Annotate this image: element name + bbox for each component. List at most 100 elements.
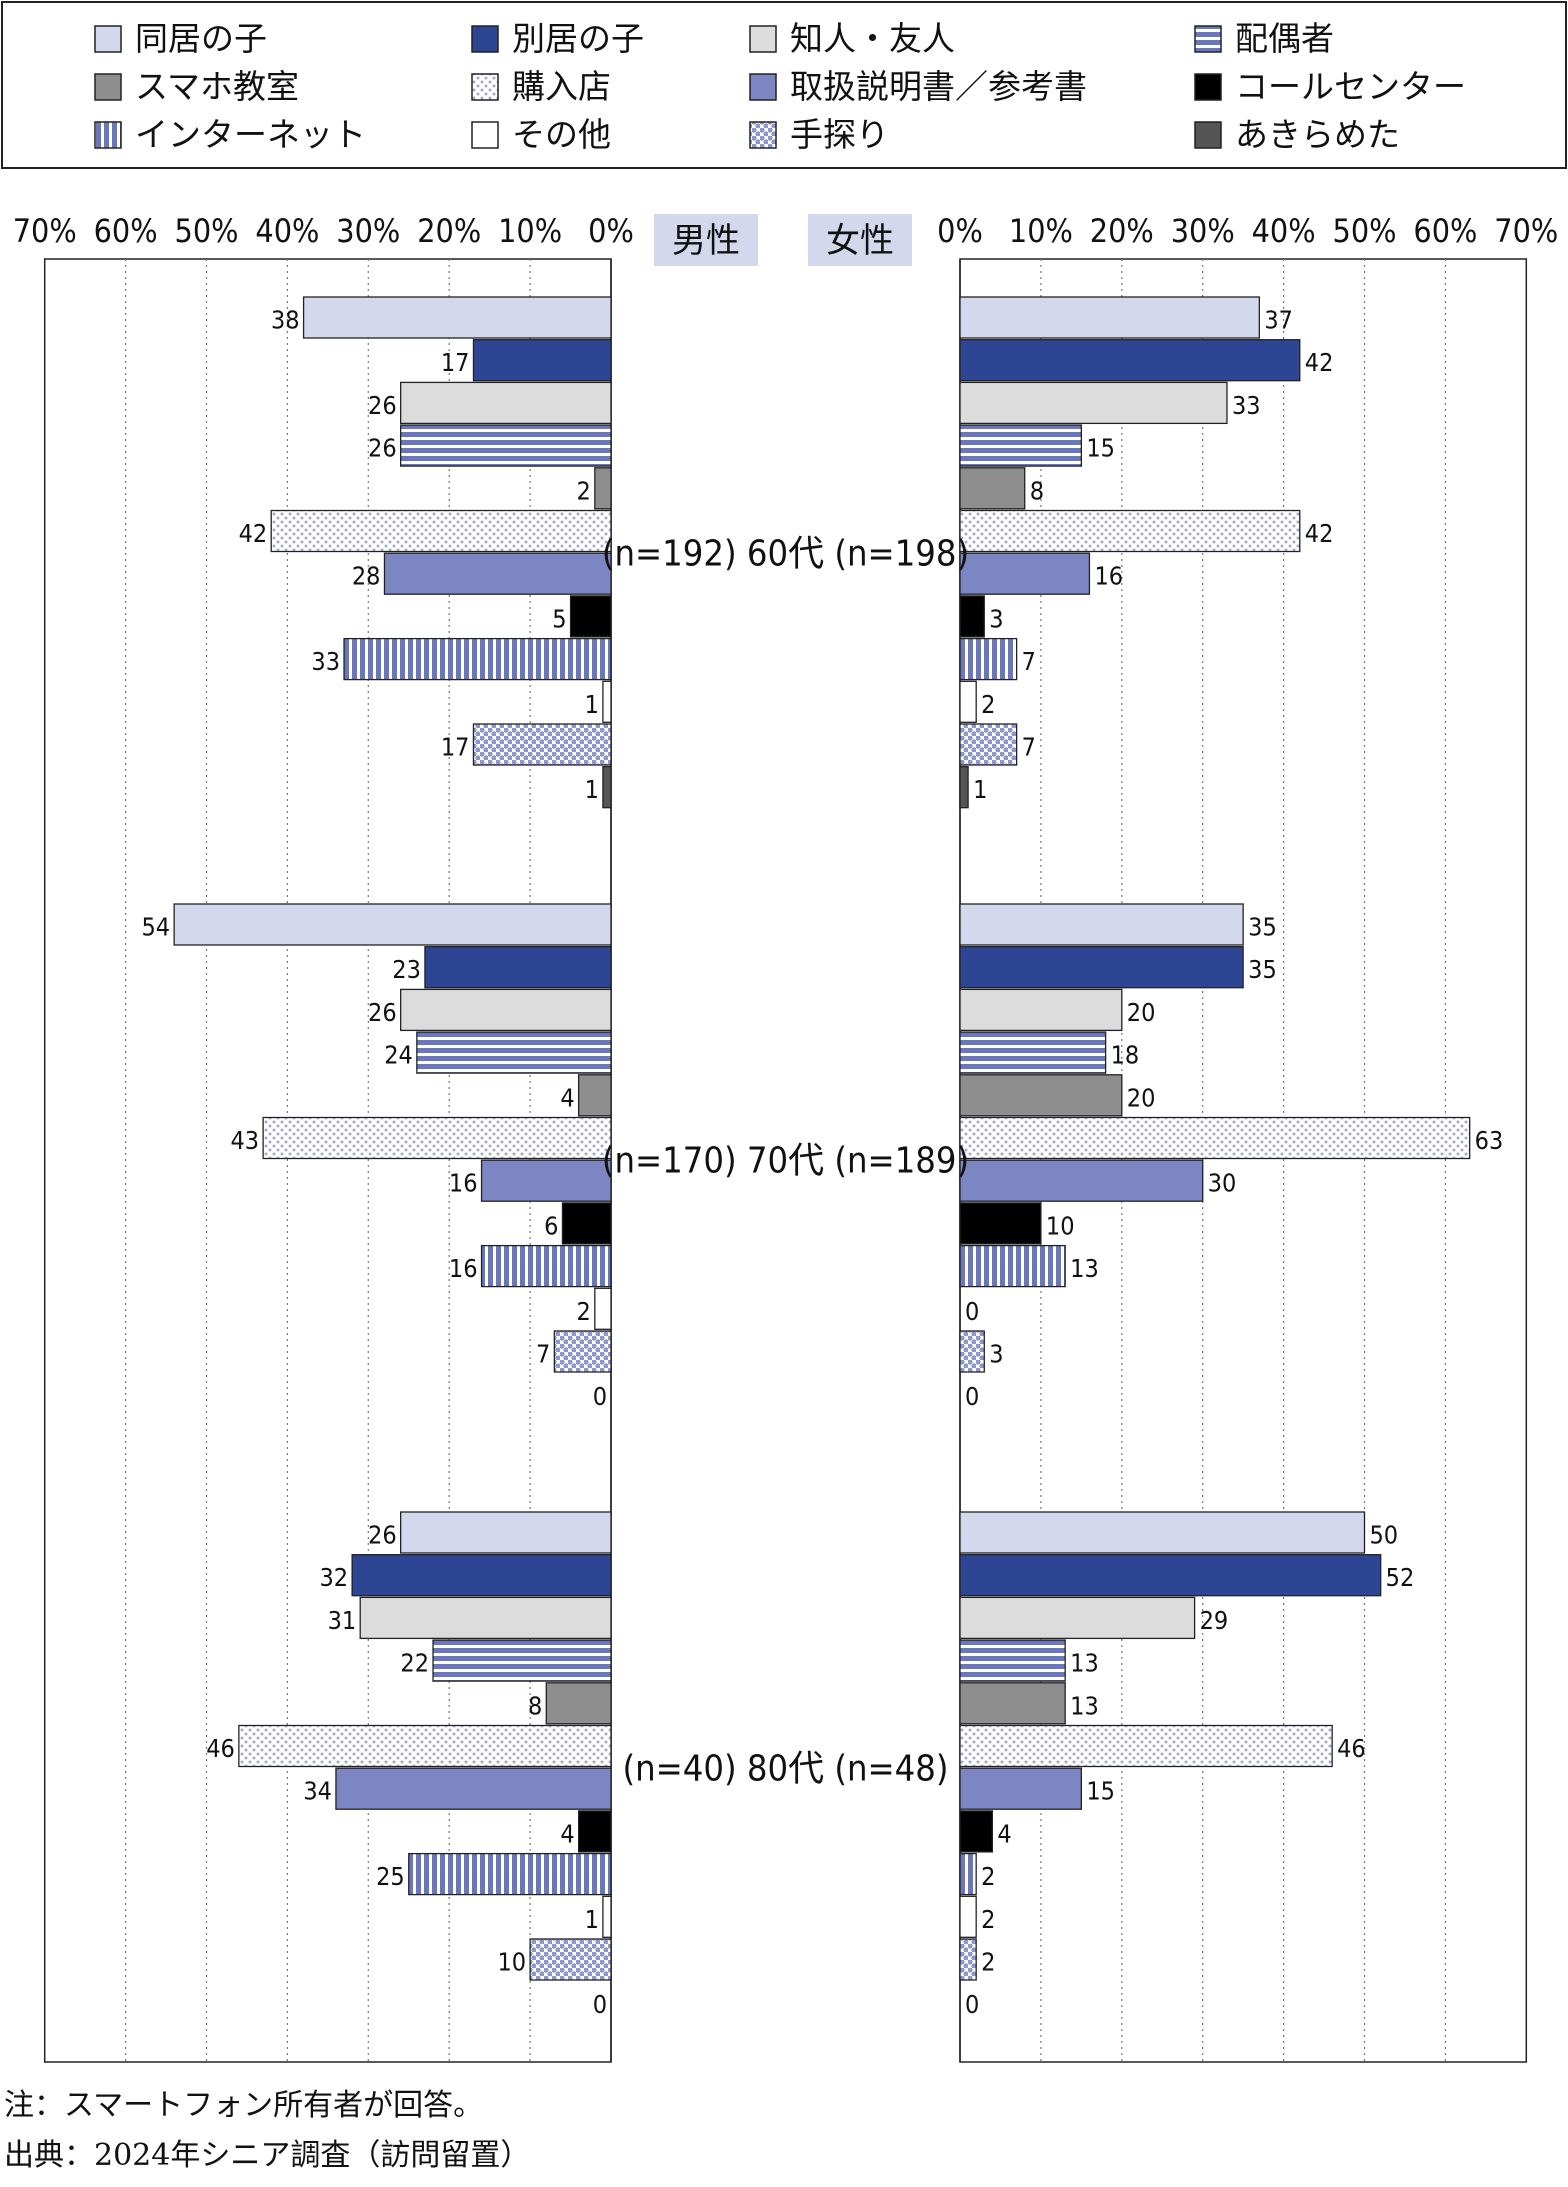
bar-female: [959, 1852, 977, 1896]
legend-label: 配偶者: [1235, 19, 1334, 58]
data-label-female: 2: [981, 1948, 995, 1977]
data-label-female: 33: [1232, 391, 1261, 420]
legend-swatch: [1194, 121, 1222, 149]
legend-label: 手探り: [790, 115, 889, 154]
data-label-female: 3: [989, 604, 1003, 633]
bar-male: [343, 637, 612, 681]
data-label-female: 0: [965, 1382, 979, 1411]
bar-female: [959, 339, 1301, 382]
data-label-male: 25: [376, 1862, 405, 1891]
data-label-male: 1: [585, 1905, 599, 1934]
bar-male: [553, 1330, 612, 1373]
bar-female: [959, 467, 1026, 510]
x-tick-label: 40%: [1252, 212, 1316, 250]
data-label-male: 1: [585, 775, 599, 804]
legend-swatch: [1194, 73, 1222, 101]
group-label: (n=192) 60代 (n=198): [602, 533, 969, 574]
x-tick-label: 60%: [94, 212, 158, 250]
bar-male: [400, 1511, 612, 1554]
data-label-female: 29: [1200, 1606, 1229, 1635]
data-label-female: 10: [1046, 1211, 1075, 1240]
bar-male: [416, 1031, 612, 1074]
data-label-male: 16: [449, 1254, 478, 1283]
data-label-male: 54: [142, 913, 171, 942]
data-label-male: 6: [544, 1211, 558, 1240]
bar-female: [959, 1895, 977, 1938]
bar-male: [594, 1287, 612, 1330]
bar-female: [959, 1244, 1066, 1288]
data-label-male: 24: [384, 1041, 413, 1070]
x-tick-label: 50%: [1333, 212, 1397, 250]
data-label-male: 4: [560, 1083, 574, 1112]
bar-male: [480, 1244, 612, 1288]
data-label-female: 46: [1337, 1734, 1366, 1763]
legend-label: 別居の子: [512, 19, 644, 58]
data-label-male: 8: [528, 1691, 542, 1720]
data-label-male: 2: [577, 476, 591, 505]
legend-label: 購入店: [512, 67, 611, 106]
legend-label: 知人・友人: [790, 19, 955, 58]
bar-female: [959, 296, 1260, 339]
bar-male: [529, 1938, 612, 1981]
data-label-female: 15: [1086, 1777, 1115, 1806]
chart-source: 出典：2024年シニア調査（訪問留置）: [4, 2138, 531, 2173]
data-label-male: 17: [441, 733, 470, 762]
x-tick-label: 10%: [1009, 212, 1073, 250]
data-label-male: 23: [392, 955, 421, 984]
x-tick-label: 70%: [13, 212, 77, 250]
data-label-male: 46: [206, 1734, 235, 1763]
legend-label: 取扱説明書／参考書: [790, 67, 1087, 106]
group-label: (n=40) 80代 (n=48): [622, 1748, 948, 1789]
data-label-male: 7: [536, 1340, 550, 1369]
legend-box: [1, 1, 1567, 169]
bar-female: [959, 509, 1301, 553]
bar-male: [238, 1724, 612, 1768]
bar-male: [408, 1852, 612, 1896]
bar-female: [959, 381, 1228, 425]
data-label-female: 0: [965, 1990, 979, 2019]
data-label-male: 5: [552, 604, 566, 633]
data-label-female: 2: [981, 690, 995, 719]
bar-female: [959, 680, 977, 723]
data-label-female: 1: [973, 775, 987, 804]
bar-female: [959, 595, 985, 638]
legend-label: コールセンター: [1235, 67, 1466, 106]
data-label-female: 16: [1094, 562, 1123, 591]
data-label-male: 26: [368, 391, 397, 420]
bar-male: [480, 1159, 612, 1202]
x-tick-label: 30%: [336, 212, 400, 250]
bar-female: [959, 552, 1091, 595]
legend-swatch: [749, 73, 777, 101]
data-label-male: 16: [449, 1169, 478, 1198]
bar-male: [602, 680, 612, 723]
data-label-male: 26: [368, 998, 397, 1027]
data-label-male: 32: [319, 1563, 348, 1592]
data-label-female: 0: [965, 1297, 979, 1326]
x-tick-label: 40%: [255, 212, 319, 250]
group-label: (n=170) 70代 (n=189): [602, 1140, 969, 1181]
bar-female: [959, 988, 1123, 1032]
legend-swatch: [1194, 25, 1222, 53]
data-label-female: 8: [1030, 476, 1044, 505]
data-label-female: 2: [981, 1862, 995, 1891]
data-label-male: 10: [497, 1948, 526, 1977]
data-label-male: 0: [593, 1990, 607, 2019]
data-label-female: 18: [1111, 1041, 1140, 1070]
x-tick-label: 10%: [498, 212, 562, 250]
data-label-female: 37: [1264, 306, 1293, 335]
bar-female: [959, 903, 1244, 946]
x-tick-label: 30%: [1171, 212, 1235, 250]
bar-male: [351, 1554, 612, 1597]
bar-female: [959, 1682, 1066, 1725]
bar-male: [383, 552, 612, 595]
data-label-female: 15: [1086, 434, 1115, 463]
bar-male: [173, 903, 612, 946]
bar-female: [959, 424, 1082, 467]
legend-label: その他: [512, 115, 611, 154]
chart-note: 注：スマートフォン所有者が回答。: [4, 2088, 484, 2123]
legend-label: スマホ教室: [135, 67, 299, 106]
bar-female: [959, 1159, 1204, 1202]
legend-label: インターネット: [135, 115, 366, 154]
data-label-male: 31: [328, 1606, 357, 1635]
